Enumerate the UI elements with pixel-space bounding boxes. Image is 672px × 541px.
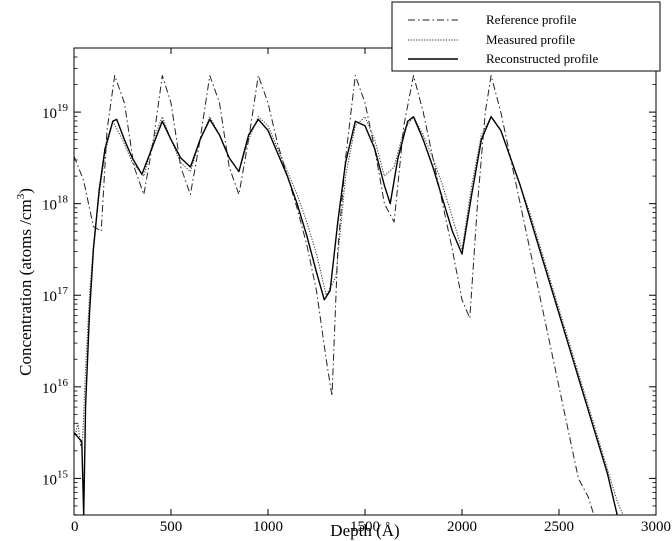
legend-label-reference: Reference profile <box>486 12 577 27</box>
x-tick-label: 3000 <box>641 519 671 535</box>
y-tick-label: 1017 <box>42 285 69 305</box>
legend: Reference profile Measured profile Recon… <box>391 1 661 72</box>
y-axis-title: Concentration (atoms /cm3) <box>15 188 35 376</box>
legend-label-measured: Measured profile <box>486 32 575 47</box>
x-axis-title: Depth (Å) <box>330 521 399 540</box>
y-tick-label: 1016 <box>42 377 69 397</box>
y-axis-title-tail: ) <box>16 188 35 194</box>
series-line-reference <box>74 75 595 515</box>
x-tick-label: 2500 <box>544 519 574 535</box>
x-axis-ticks: 0 500 1000 1500 2000 2500 3000 <box>71 48 671 535</box>
y-tick-label: 1015 <box>42 468 69 488</box>
y-tick-label: 1018 <box>42 194 69 214</box>
x-tick-label: 500 <box>160 519 183 535</box>
series-line-reconstructed <box>74 115 618 515</box>
y-axis-title-main: Concentration (atoms /cm <box>16 199 35 376</box>
x-tick-label: 1500 <box>350 519 380 535</box>
y-tick-label: 1019 <box>42 102 69 122</box>
x-tick-label: 2000 <box>447 519 477 535</box>
y-axis-title-sup: 3 <box>15 193 27 199</box>
y-axis-ticks: 1015 1016 1017 1018 1019 <box>42 47 656 516</box>
legend-label-reconstructed: Reconstructed profile <box>486 51 598 66</box>
series-line-measured <box>74 116 624 515</box>
legend-box <box>391 1 661 72</box>
x-tick-label: 1000 <box>253 519 283 535</box>
series-group <box>74 75 624 515</box>
x-tick-label: 0 <box>71 519 79 535</box>
